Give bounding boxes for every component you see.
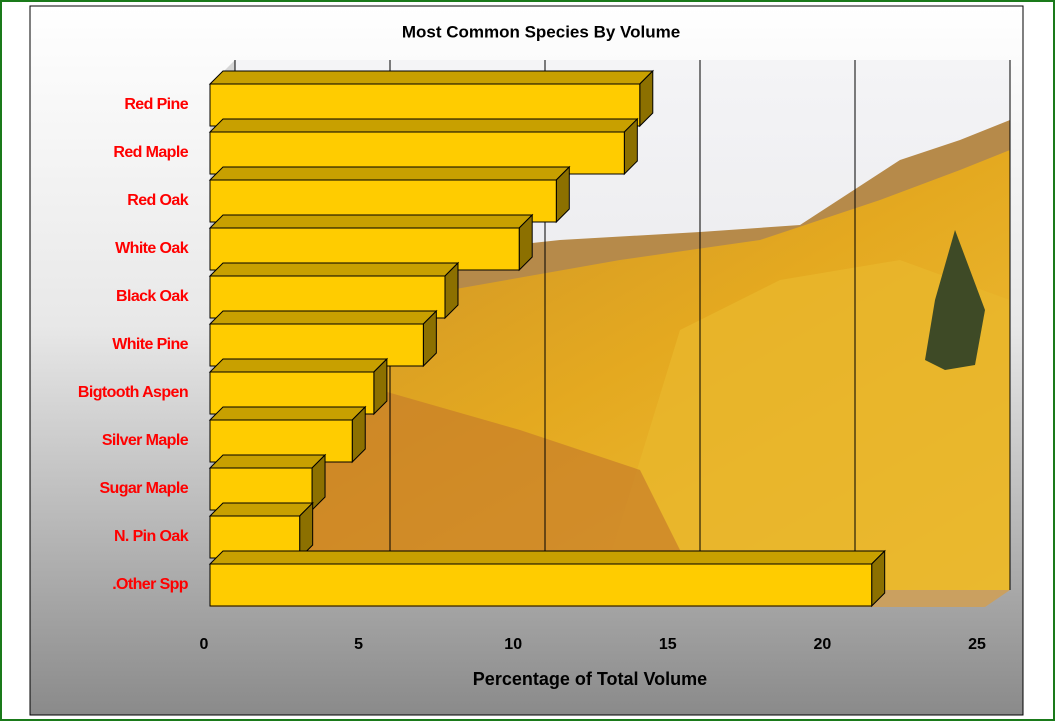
- bar-top: [210, 119, 637, 132]
- bar-top: [210, 455, 325, 468]
- bar-top: [210, 551, 885, 564]
- bar-top: [210, 311, 436, 324]
- category-label: Silver Maple: [102, 432, 189, 449]
- bar-top: [210, 263, 458, 276]
- bar-top: [210, 71, 653, 84]
- bar: [210, 359, 387, 414]
- bar: [210, 263, 458, 318]
- bar-top: [210, 359, 387, 372]
- bar-front: [210, 564, 872, 606]
- category-label: Red Oak: [127, 192, 188, 209]
- bar: [210, 455, 325, 510]
- category-label: Red Pine: [124, 96, 188, 113]
- bar-top: [210, 215, 532, 228]
- bar-top: [210, 503, 313, 516]
- bar: [210, 167, 569, 222]
- x-tick-label: 5: [354, 636, 363, 653]
- bar: [210, 311, 436, 366]
- x-axis-title: Percentage of Total Volume: [473, 669, 707, 689]
- chart: Most Common Species By Volume Percentage…: [0, 0, 1055, 721]
- category-label: Bigtooth Aspen: [78, 384, 188, 401]
- bar: [210, 551, 885, 606]
- bar: [210, 119, 637, 174]
- bar: [210, 71, 653, 126]
- category-label: White Pine: [112, 336, 188, 353]
- x-tick-label: 25: [968, 636, 986, 653]
- bar: [210, 407, 365, 462]
- bar-top: [210, 167, 569, 180]
- bar: [210, 503, 313, 558]
- category-label: Black Oak: [116, 288, 189, 305]
- bar: [210, 215, 532, 270]
- category-label: .Other Spp: [112, 576, 189, 593]
- x-tick-label: 0: [200, 636, 209, 653]
- x-tick-label: 10: [504, 636, 522, 653]
- x-tick-label: 15: [659, 636, 677, 653]
- category-label: Sugar Maple: [99, 480, 188, 497]
- x-tick-label: 20: [814, 636, 832, 653]
- category-label: Red Maple: [113, 144, 188, 161]
- category-label: N. Pin Oak: [114, 528, 189, 545]
- category-label: White Oak: [115, 240, 189, 257]
- chart-title: Most Common Species By Volume: [402, 22, 680, 41]
- bar-top: [210, 407, 365, 420]
